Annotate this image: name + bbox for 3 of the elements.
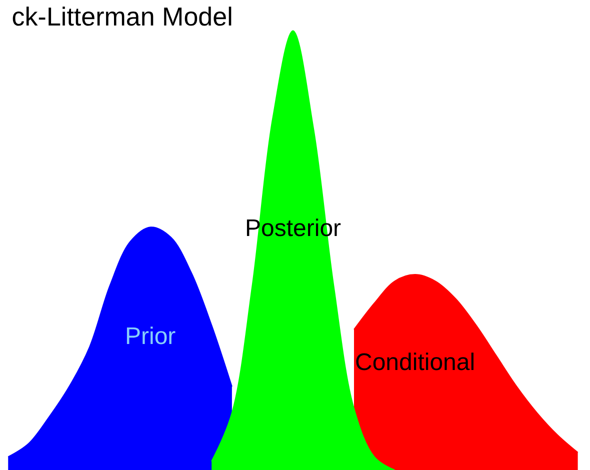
series-label: Conditional (355, 349, 476, 376)
chart-title: ck-Litterman Model (12, 1, 233, 32)
series-label: Prior (125, 323, 176, 350)
